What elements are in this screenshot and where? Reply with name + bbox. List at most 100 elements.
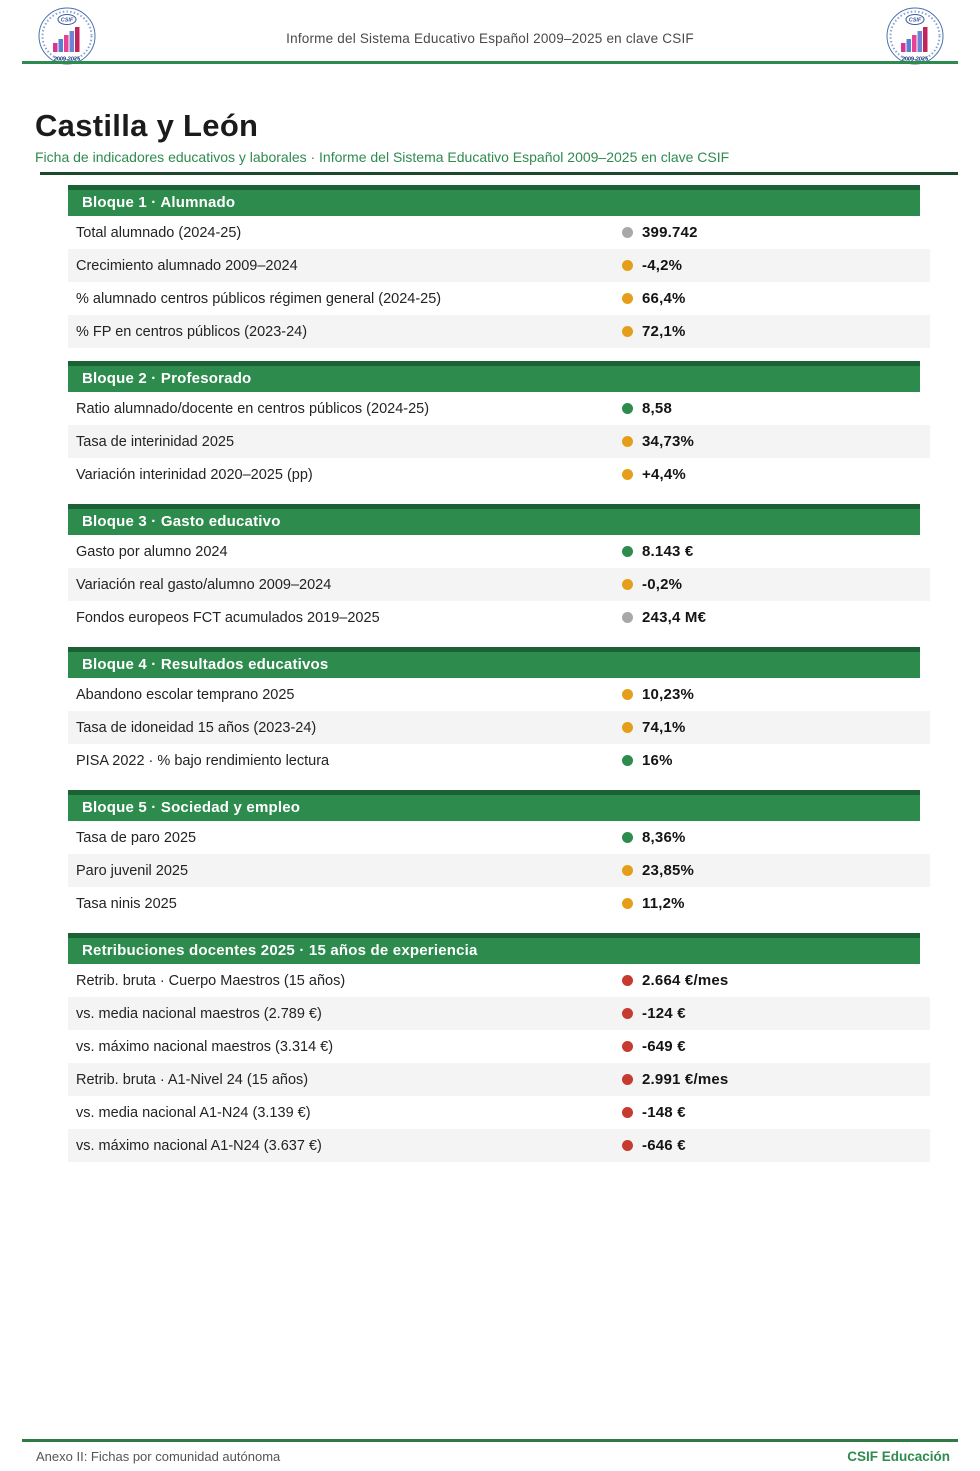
row-value: +4,4% [642, 466, 686, 483]
indicator-block: Bloque 3 · Gasto educativo Gasto por alu… [68, 504, 930, 634]
table-row: Total alumnado (2024-25) 399.742 [68, 216, 930, 249]
block-header: Bloque 2 · Profesorado [68, 361, 920, 392]
indicator-block: Bloque 2 · Profesorado Ratio alumnado/do… [68, 361, 930, 491]
table-row: % FP en centros públicos (2023-24) 72,1% [68, 315, 930, 348]
row-label: Abandono escolar temprano 2025 [76, 686, 295, 703]
block-rows: Gasto por alumno 2024 8.143 € Variación … [68, 535, 930, 634]
status-dot-icon [622, 975, 633, 986]
csif-badge-icon: CSIF 2009-2025 [38, 7, 96, 65]
status-dot-icon [622, 832, 633, 843]
row-value: 8,58 [642, 400, 672, 417]
status-dot-icon [622, 865, 633, 876]
row-value-group: -4,2% [622, 257, 930, 274]
row-value: -0,2% [642, 576, 683, 593]
block-title: Bloque 5 · Sociedad y empleo [82, 799, 301, 816]
row-value-group: -646 € [622, 1137, 930, 1154]
block-title: Bloque 1 · Alumnado [82, 194, 236, 211]
indicator-block: Bloque 1 · Alumnado Total alumnado (2024… [68, 185, 930, 348]
row-value: -4,2% [642, 257, 683, 274]
table-row: Tasa de idoneidad 15 años (2023-24) 74,1… [68, 711, 930, 744]
table-row: Tasa de paro 2025 8,36% [68, 821, 930, 854]
status-dot-icon [622, 260, 633, 271]
csif-logo-text: CSIF [909, 18, 922, 24]
row-value: 10,23% [642, 686, 695, 703]
block-rows: Retrib. bruta · Cuerpo Maestros (15 años… [68, 964, 930, 1162]
block-header: Retribuciones docentes 2025 · 15 años de… [68, 933, 920, 964]
block-rows: Abandono escolar temprano 2025 10,23% Ta… [68, 678, 930, 777]
row-value-group: -124 € [622, 1005, 930, 1022]
table-row: Retrib. bruta · A1-Nivel 24 (15 años) 2.… [68, 1063, 930, 1096]
row-label: Crecimiento alumnado 2009–2024 [76, 257, 298, 274]
row-label: % alumnado centros públicos régimen gene… [76, 290, 442, 307]
block-rows: Ratio alumnado/docente en centros públic… [68, 392, 930, 491]
row-label: vs. media nacional maestros (2.789 €) [76, 1005, 322, 1022]
row-value: -649 € [642, 1038, 686, 1055]
row-value: 11,2% [642, 895, 685, 912]
row-label: Ratio alumnado/docente en centros públic… [76, 400, 430, 417]
block-header: Bloque 5 · Sociedad y empleo [68, 790, 920, 821]
row-value-group: 74,1% [622, 719, 930, 736]
table-row: Retrib. bruta · Cuerpo Maestros (15 años… [68, 964, 930, 997]
table-row: Tasa de interinidad 2025 34,73% [68, 425, 930, 458]
table-row: PISA 2022 · % bajo rendimiento lectura 1… [68, 744, 930, 777]
row-label: Fondos europeos FCT acumulados 2019–2025 [76, 609, 380, 626]
row-value-group: 72,1% [622, 323, 930, 340]
block-title: Retribuciones docentes 2025 · 15 años de… [82, 942, 478, 959]
row-label: Variación interinidad 2020–2025 (pp) [76, 466, 313, 483]
block-title: Bloque 2 · Profesorado [82, 370, 252, 387]
row-value-group: -0,2% [622, 576, 930, 593]
footer-brand-label: CSIF Educación [847, 1449, 950, 1464]
table-row: vs. media nacional maestros (2.789 €) -1… [68, 997, 930, 1030]
row-value-group: 34,73% [622, 433, 930, 450]
badge-years-label: 2009-2025 [54, 57, 80, 63]
row-label: Tasa de paro 2025 [76, 829, 197, 846]
status-dot-icon [622, 689, 633, 700]
status-dot-icon [622, 227, 633, 238]
table-row: Fondos europeos FCT acumulados 2019–2025… [68, 601, 930, 634]
title-rule [40, 172, 958, 175]
row-value-group: 2.991 €/mes [622, 1071, 930, 1088]
row-label: Tasa de idoneidad 15 años (2023-24) [76, 719, 317, 736]
status-dot-icon [622, 1041, 633, 1052]
row-value-group: 11,2% [622, 895, 930, 912]
table-row: Variación real gasto/alumno 2009–2024 -0… [68, 568, 930, 601]
table-row: Gasto por alumno 2024 8.143 € [68, 535, 930, 568]
blocks: Bloque 1 · Alumnado Total alumnado (2024… [68, 185, 930, 1162]
table-row: Crecimiento alumnado 2009–2024 -4,2% [68, 249, 930, 282]
page-footer: Anexo II: Fichas por comunidad autónoma … [22, 1439, 958, 1464]
status-dot-icon [622, 1008, 633, 1019]
row-value-group: 8.143 € [622, 543, 930, 560]
table-row: Paro juvenil 2025 23,85% [68, 854, 930, 887]
row-label: Paro juvenil 2025 [76, 862, 189, 879]
row-value: -124 € [642, 1005, 686, 1022]
row-value: 243,4 M€ [642, 609, 707, 626]
top-header: CSIF 2009-2025 CSIF 2009-2025 Informe de… [0, 0, 980, 84]
row-value: 72,1% [642, 323, 686, 340]
table-row: % alumnado centros públicos régimen gene… [68, 282, 930, 315]
status-dot-icon [622, 722, 633, 733]
block-title: Bloque 4 · Resultados educativos [82, 656, 329, 673]
row-label: vs. máximo nacional A1-N24 (3.637 €) [76, 1137, 322, 1154]
page-title: Castilla y León [35, 108, 259, 143]
row-value: 66,4% [642, 290, 686, 307]
row-value: 8.143 € [642, 543, 694, 560]
table-row: vs. máximo nacional maestros (3.314 €) -… [68, 1030, 930, 1063]
row-label: Tasa de interinidad 2025 [76, 433, 235, 450]
status-dot-icon [622, 1074, 633, 1085]
row-value-group: 243,4 M€ [622, 609, 930, 626]
block-header: Bloque 1 · Alumnado [68, 185, 920, 216]
row-value: 2.664 €/mes [642, 972, 729, 989]
row-value: 399.742 [642, 224, 698, 241]
row-label: % FP en centros públicos (2023-24) [76, 323, 308, 340]
header-rule [22, 61, 958, 64]
block-rows: Tasa de paro 2025 8,36% Paro juvenil 202… [68, 821, 930, 920]
block-rows: Total alumnado (2024-25) 399.742 Crecimi… [68, 216, 930, 348]
status-dot-icon [622, 469, 633, 480]
row-value-group: -148 € [622, 1104, 930, 1121]
row-label: Variación real gasto/alumno 2009–2024 [76, 576, 332, 593]
row-label: vs. media nacional A1-N24 (3.139 €) [76, 1104, 311, 1121]
title-section: Castilla y León Ficha de indicadores edu… [35, 84, 958, 175]
row-value-group: +4,4% [622, 466, 930, 483]
status-dot-icon [622, 326, 633, 337]
